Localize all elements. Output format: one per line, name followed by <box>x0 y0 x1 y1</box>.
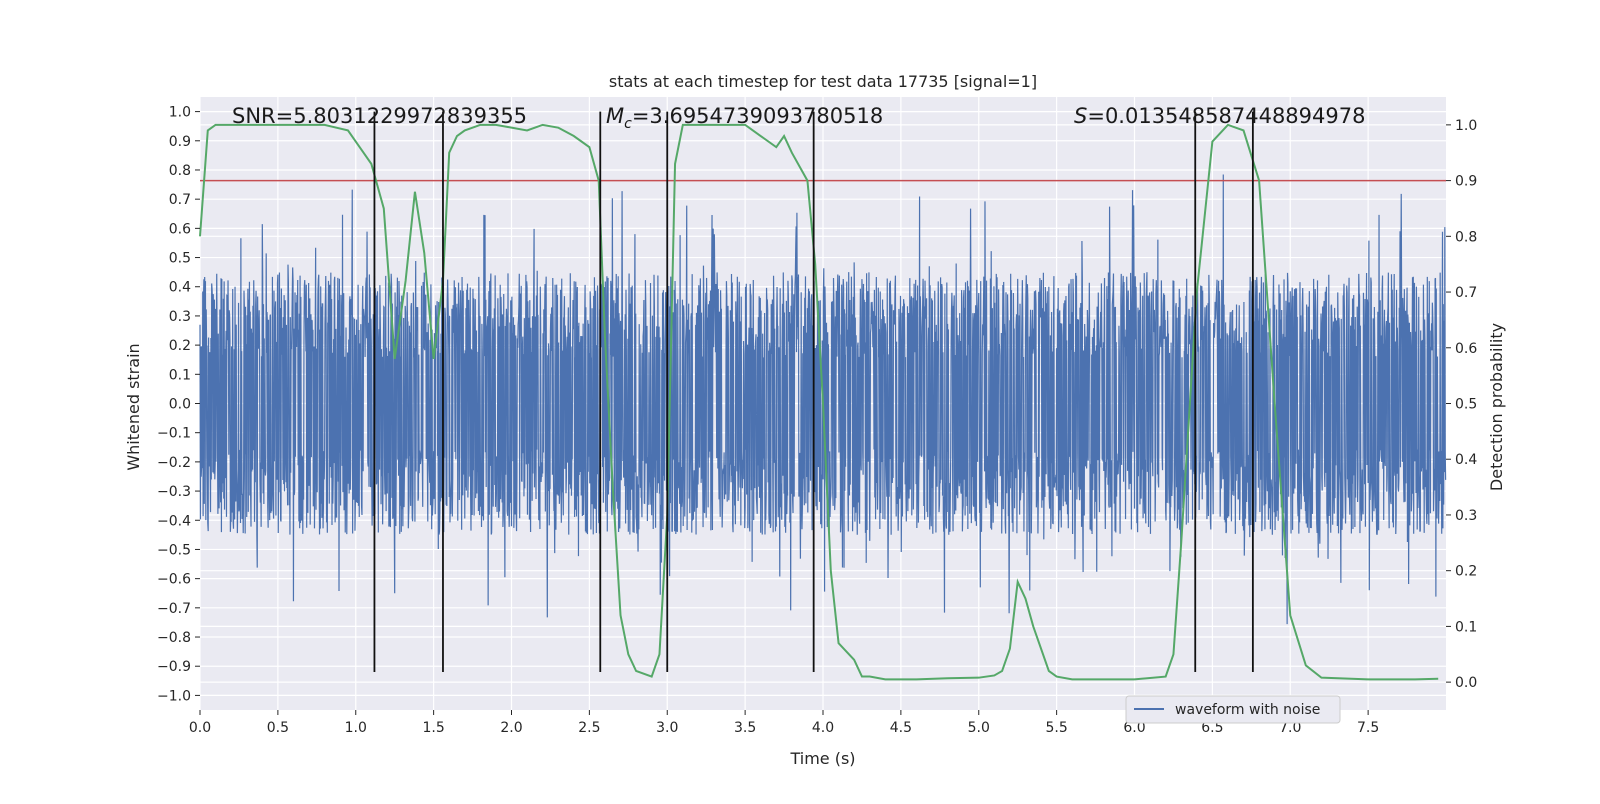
snr-annotation: SNR=5.8031229972839355 <box>232 104 527 128</box>
y-tick-label-right: 0.0 <box>1455 675 1477 691</box>
x-tick-label: 4.0 <box>812 720 834 736</box>
y-tick-label-left: −1.0 <box>157 688 191 704</box>
x-tick-label: 2.0 <box>500 720 522 736</box>
y-tick-label-left: −0.8 <box>157 630 191 646</box>
y-tick-label-left: 0.4 <box>169 280 191 296</box>
x-tick-label: 1.0 <box>345 720 367 736</box>
y-tick-label-left: −0.3 <box>157 484 191 500</box>
y-tick-label-right: 1.0 <box>1455 118 1477 134</box>
axes: 0.0 0.5 1.0 1.5 2.0 2.5 3.0 3.5 4.0 4.5 5.0 5.5 6.0 6… <box>157 105 1477 736</box>
x-tick-label: 5.5 <box>1045 720 1067 736</box>
mc-value: =3.6954739093780518 <box>632 104 883 128</box>
mc-subscript: c <box>624 116 632 132</box>
legend-label: waveform with noise <box>1175 702 1320 718</box>
y-tick-label-left: −0.7 <box>157 601 191 617</box>
y-tick-label-left: 0.3 <box>169 309 191 325</box>
y-tick-label-left: −0.1 <box>157 426 191 442</box>
x-tick-label: 2.5 <box>578 720 600 736</box>
x-tick-label: 7.0 <box>1279 720 1301 736</box>
s-symbol: S <box>1074 104 1087 128</box>
y-tick-label-left: −0.6 <box>157 572 191 588</box>
y-tick-label-left: 0.9 <box>169 134 191 150</box>
y-tick-label-left: −0.9 <box>157 659 191 675</box>
y-tick-label-right: 0.2 <box>1455 564 1477 580</box>
s-annotation: S=0.013548587448894978 <box>1074 104 1365 128</box>
y-tick-label-right: 0.3 <box>1455 508 1477 524</box>
x-tick-label: 3.5 <box>734 720 756 736</box>
y-axis-label-right: Detection probability <box>1487 323 1506 491</box>
y-tick-label-left: 0.0 <box>169 397 191 413</box>
chirp-mass-annotation: Mc=3.6954739093780518 <box>606 104 883 132</box>
y-tick-label-left: −0.5 <box>157 542 191 558</box>
waveform-series <box>199 174 1447 625</box>
y-tick-label-right: 0.6 <box>1455 341 1477 357</box>
y-tick-label-left: 0.8 <box>169 163 191 179</box>
mc-symbol: M <box>606 104 624 128</box>
x-tick-label: 0.0 <box>189 720 211 736</box>
x-tick-label: 4.5 <box>890 720 912 736</box>
x-tick-label: 3.0 <box>656 720 678 736</box>
waveform-line <box>199 174 1447 625</box>
y-tick-label-left: 0.7 <box>169 192 191 208</box>
y-tick-label-left: 0.6 <box>169 221 191 237</box>
y-tick-label-right: 0.8 <box>1455 229 1477 245</box>
x-axis-label: Time (s) <box>789 749 855 768</box>
probability-line <box>199 123 1439 681</box>
chart-title: stats at each timestep for test data 177… <box>609 72 1037 91</box>
y-tick-label-right: 0.7 <box>1455 285 1477 301</box>
x-tick-label: 0.5 <box>267 720 289 736</box>
s-value: =0.013548587448894978 <box>1087 104 1365 128</box>
vertical-lines <box>373 111 1254 673</box>
y-tick-label-left: 0.5 <box>169 251 191 267</box>
x-tick-label: 5.0 <box>968 720 990 736</box>
legend-box <box>1125 695 1341 724</box>
x-tick-label: 1.5 <box>422 720 444 736</box>
y-tick-label-right: 0.9 <box>1455 174 1477 190</box>
y-tick-label-left: 0.2 <box>169 338 191 354</box>
y-tick-label-right: 0.1 <box>1455 619 1477 635</box>
y-axis-label-left: Whitened strain <box>124 343 143 470</box>
probability-series <box>199 123 1439 681</box>
y-tick-label-right: 0.4 <box>1455 452 1477 468</box>
x-tick-label: 7.5 <box>1357 720 1379 736</box>
legend: waveform with noise <box>1125 695 1341 724</box>
y-tick-label-left: 1.0 <box>169 105 191 121</box>
x-tick-label: 6.0 <box>1123 720 1145 736</box>
x-tick-label: 6.5 <box>1201 720 1223 736</box>
y-tick-label-right: 0.5 <box>1455 397 1477 413</box>
y-tick-label-left: 0.1 <box>169 367 191 383</box>
y-tick-label-left: −0.2 <box>157 455 191 471</box>
y-tick-label-left: −0.4 <box>157 513 191 529</box>
